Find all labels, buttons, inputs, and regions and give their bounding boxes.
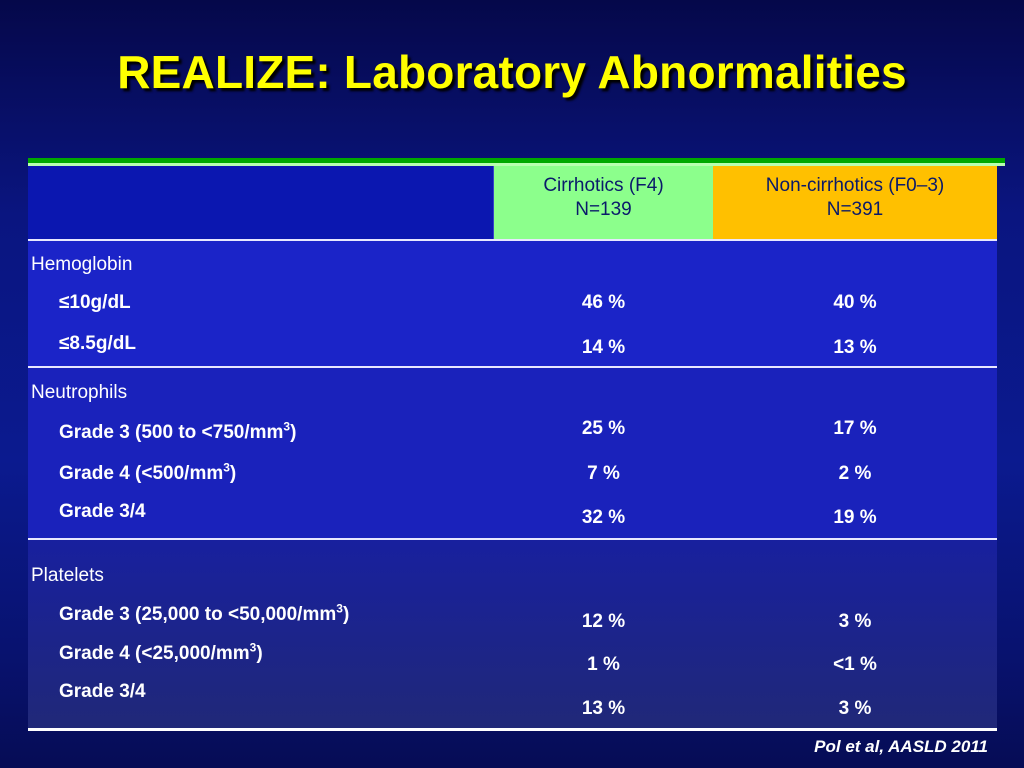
noncirrhotics-value: 40 %: [833, 292, 877, 313]
row-label: Grade 3/4: [59, 501, 146, 522]
cirrhotics-value: 32 %: [581, 507, 626, 528]
cirrhotics-value: 46 %: [581, 292, 626, 313]
citation: Pol et al, AASLD 2011: [814, 737, 988, 756]
row-label: ≤10g/dL: [59, 292, 131, 313]
noncirrhotics-value: 13 %: [833, 337, 877, 358]
cirrhotics-value: 14 %: [581, 337, 626, 358]
noncirrhotics-value: 17 %: [833, 418, 877, 439]
row-label: Grade 4 (<500/mm3): [59, 460, 237, 484]
header-cirrhotics-label: Cirrhotics (F4): [543, 175, 664, 196]
cirrhotics-value: 12 %: [581, 611, 626, 632]
cirrhotics-value: 13 %: [581, 698, 626, 719]
noncirrhotics-value: 19 %: [833, 507, 877, 528]
header-noncirrhotics-n: N=391: [826, 199, 884, 220]
group-label-neutrophils: Neutrophils: [31, 382, 128, 403]
section-divider: [28, 366, 997, 368]
noncirrhotics-value: 3 %: [838, 611, 872, 632]
row-label: Grade 3 (500 to <750/mm3): [59, 419, 297, 443]
row-label: Grade 4 (<25,000/mm3): [59, 640, 263, 664]
title-rule: [28, 158, 1005, 163]
cirrhotics-value: 25 %: [581, 418, 626, 439]
header-divider: [28, 239, 997, 241]
hemoglobin-section: [28, 241, 997, 366]
header-noncirrhotics: Non-cirrhotics (F0–3) N=391: [713, 166, 997, 241]
platelets-section: [28, 540, 997, 728]
noncirrhotics-value: 2 %: [838, 463, 872, 484]
noncirrhotics-value: <1 %: [833, 654, 877, 675]
title-rule-highlight: [28, 163, 1005, 166]
row-label: Grade 3 (25,000 to <50,000/mm3): [59, 601, 350, 625]
row-label: Grade 3/4: [59, 681, 146, 702]
neutrophils-section: [28, 368, 997, 538]
header-noncirrhotics-label: Non-cirrhotics (F0–3): [765, 175, 945, 196]
table-bottom-rule: [28, 728, 997, 731]
header-cirrhotics-n: N=139: [575, 199, 632, 220]
group-label-platelets: Platelets: [31, 565, 104, 586]
slide-title: REALIZE: Laboratory Abnormalities: [117, 46, 907, 98]
section-divider: [28, 538, 997, 540]
group-label-hemoglobin: Hemoglobin: [31, 254, 133, 275]
cirrhotics-value: 1 %: [587, 654, 620, 675]
cirrhotics-value: 7 %: [587, 463, 620, 484]
row-label: ≤8.5g/dL: [59, 333, 136, 354]
noncirrhotics-value: 3 %: [838, 698, 872, 719]
header-cirrhotics: Cirrhotics (F4) N=139: [494, 166, 713, 241]
header-empty-cell: [28, 166, 494, 241]
